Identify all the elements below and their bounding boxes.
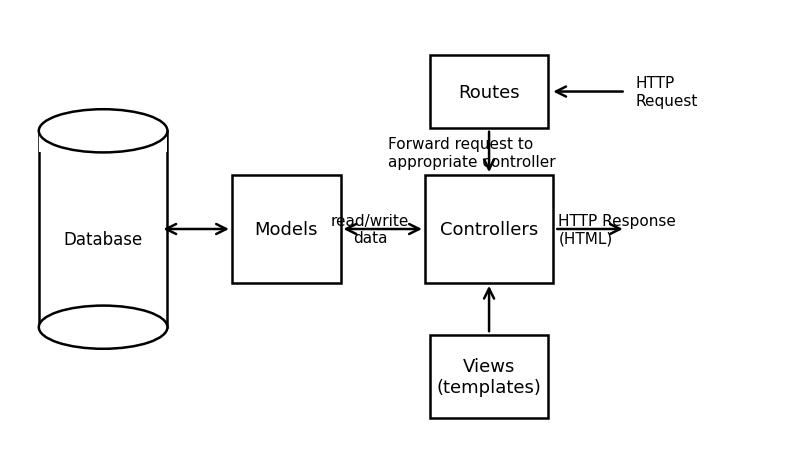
Ellipse shape	[39, 110, 167, 153]
Bar	[232, 176, 341, 283]
Text: HTTP
Request: HTTP Request	[635, 76, 698, 108]
Text: Database: Database	[63, 230, 142, 248]
Bar	[39, 129, 167, 153]
Text: read/write
data: read/write data	[331, 213, 410, 246]
Ellipse shape	[39, 306, 167, 349]
Bar	[39, 132, 167, 327]
Text: Controllers: Controllers	[440, 220, 538, 239]
Text: Forward request to
appropriate controller: Forward request to appropriate controlle…	[388, 137, 556, 169]
Text: Models: Models	[254, 220, 318, 239]
Bar	[430, 335, 549, 418]
Text: HTTP Response
(HTML): HTTP Response (HTML)	[558, 213, 676, 246]
Text: Views
(templates): Views (templates)	[437, 357, 542, 396]
Bar	[425, 176, 554, 283]
Bar	[430, 56, 549, 129]
Text: Routes: Routes	[458, 84, 520, 101]
